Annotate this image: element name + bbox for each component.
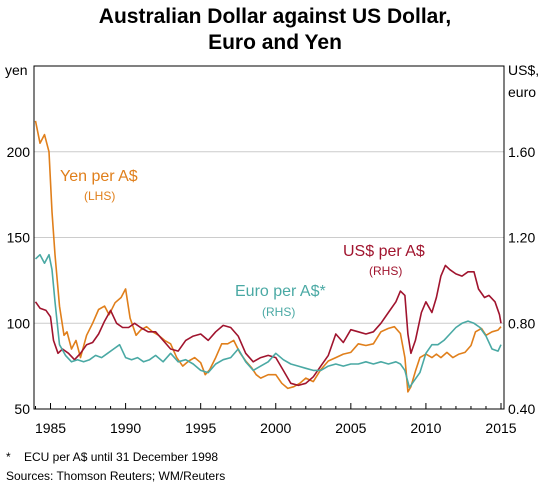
x-tick-label: 2015 [485, 420, 516, 436]
series-axis-note-usd: (RHS) [369, 264, 402, 278]
x-tick-label: 2005 [335, 420, 366, 436]
footnote: * ECU per A$ until 31 December 1998 [6, 450, 218, 464]
right-tick-label: 1.60 [508, 144, 535, 160]
x-tick-label: 1990 [110, 420, 141, 436]
right-tick-label: 0.40 [508, 401, 535, 417]
x-tick-label: 2000 [260, 420, 291, 436]
footnote-text: ECU per A$ until 31 December 1998 [24, 450, 219, 464]
gridlines [34, 151, 504, 324]
chart-title: Australian Dollar against US Dollar, Eur… [0, 4, 550, 56]
plot-frame [33, 65, 505, 410]
right-axis-label-line1: US$, [508, 62, 539, 78]
right-axis-label-line2: euro [508, 84, 536, 100]
series-axis-note-euro: (RHS) [262, 305, 295, 319]
series-label-usd: US$ per A$ [343, 243, 425, 260]
x-tick-label: 2010 [410, 420, 441, 436]
x-tick-label: 1995 [185, 420, 216, 436]
left-tick-label: 150 [7, 230, 31, 246]
x-tick-label: 1985 [35, 420, 66, 436]
footnote-marker: * [6, 450, 11, 464]
right-tick-label: 1.20 [508, 230, 535, 246]
series-label-euro: Euro per A$* [235, 283, 326, 300]
left-tick-label: 200 [7, 144, 31, 160]
series-line-yen [34, 120, 502, 393]
series-label-yen: Yen per A$ [60, 168, 138, 185]
left-axis-label: yen [5, 62, 28, 78]
right-tick-label: 0.80 [508, 315, 535, 331]
sources-note: Sources: Thomson Reuters; WM/Reuters [6, 469, 226, 483]
left-tick-label: 100 [7, 315, 31, 331]
series-line-euro [34, 253, 502, 389]
left-tick-label: 50 [14, 401, 30, 417]
series-line-usd [34, 264, 502, 387]
chart-title-line2: Euro and Yen [208, 31, 342, 54]
series-lines [34, 120, 502, 393]
axis-ticks: 1985 1990 1995 2000 2005 2010 2015 50 100 150 200 0… [7, 144, 536, 436]
chart-title-line1: Australian Dollar against US Dollar, [98, 5, 452, 28]
series-axis-note-yen: (LHS) [84, 189, 115, 203]
